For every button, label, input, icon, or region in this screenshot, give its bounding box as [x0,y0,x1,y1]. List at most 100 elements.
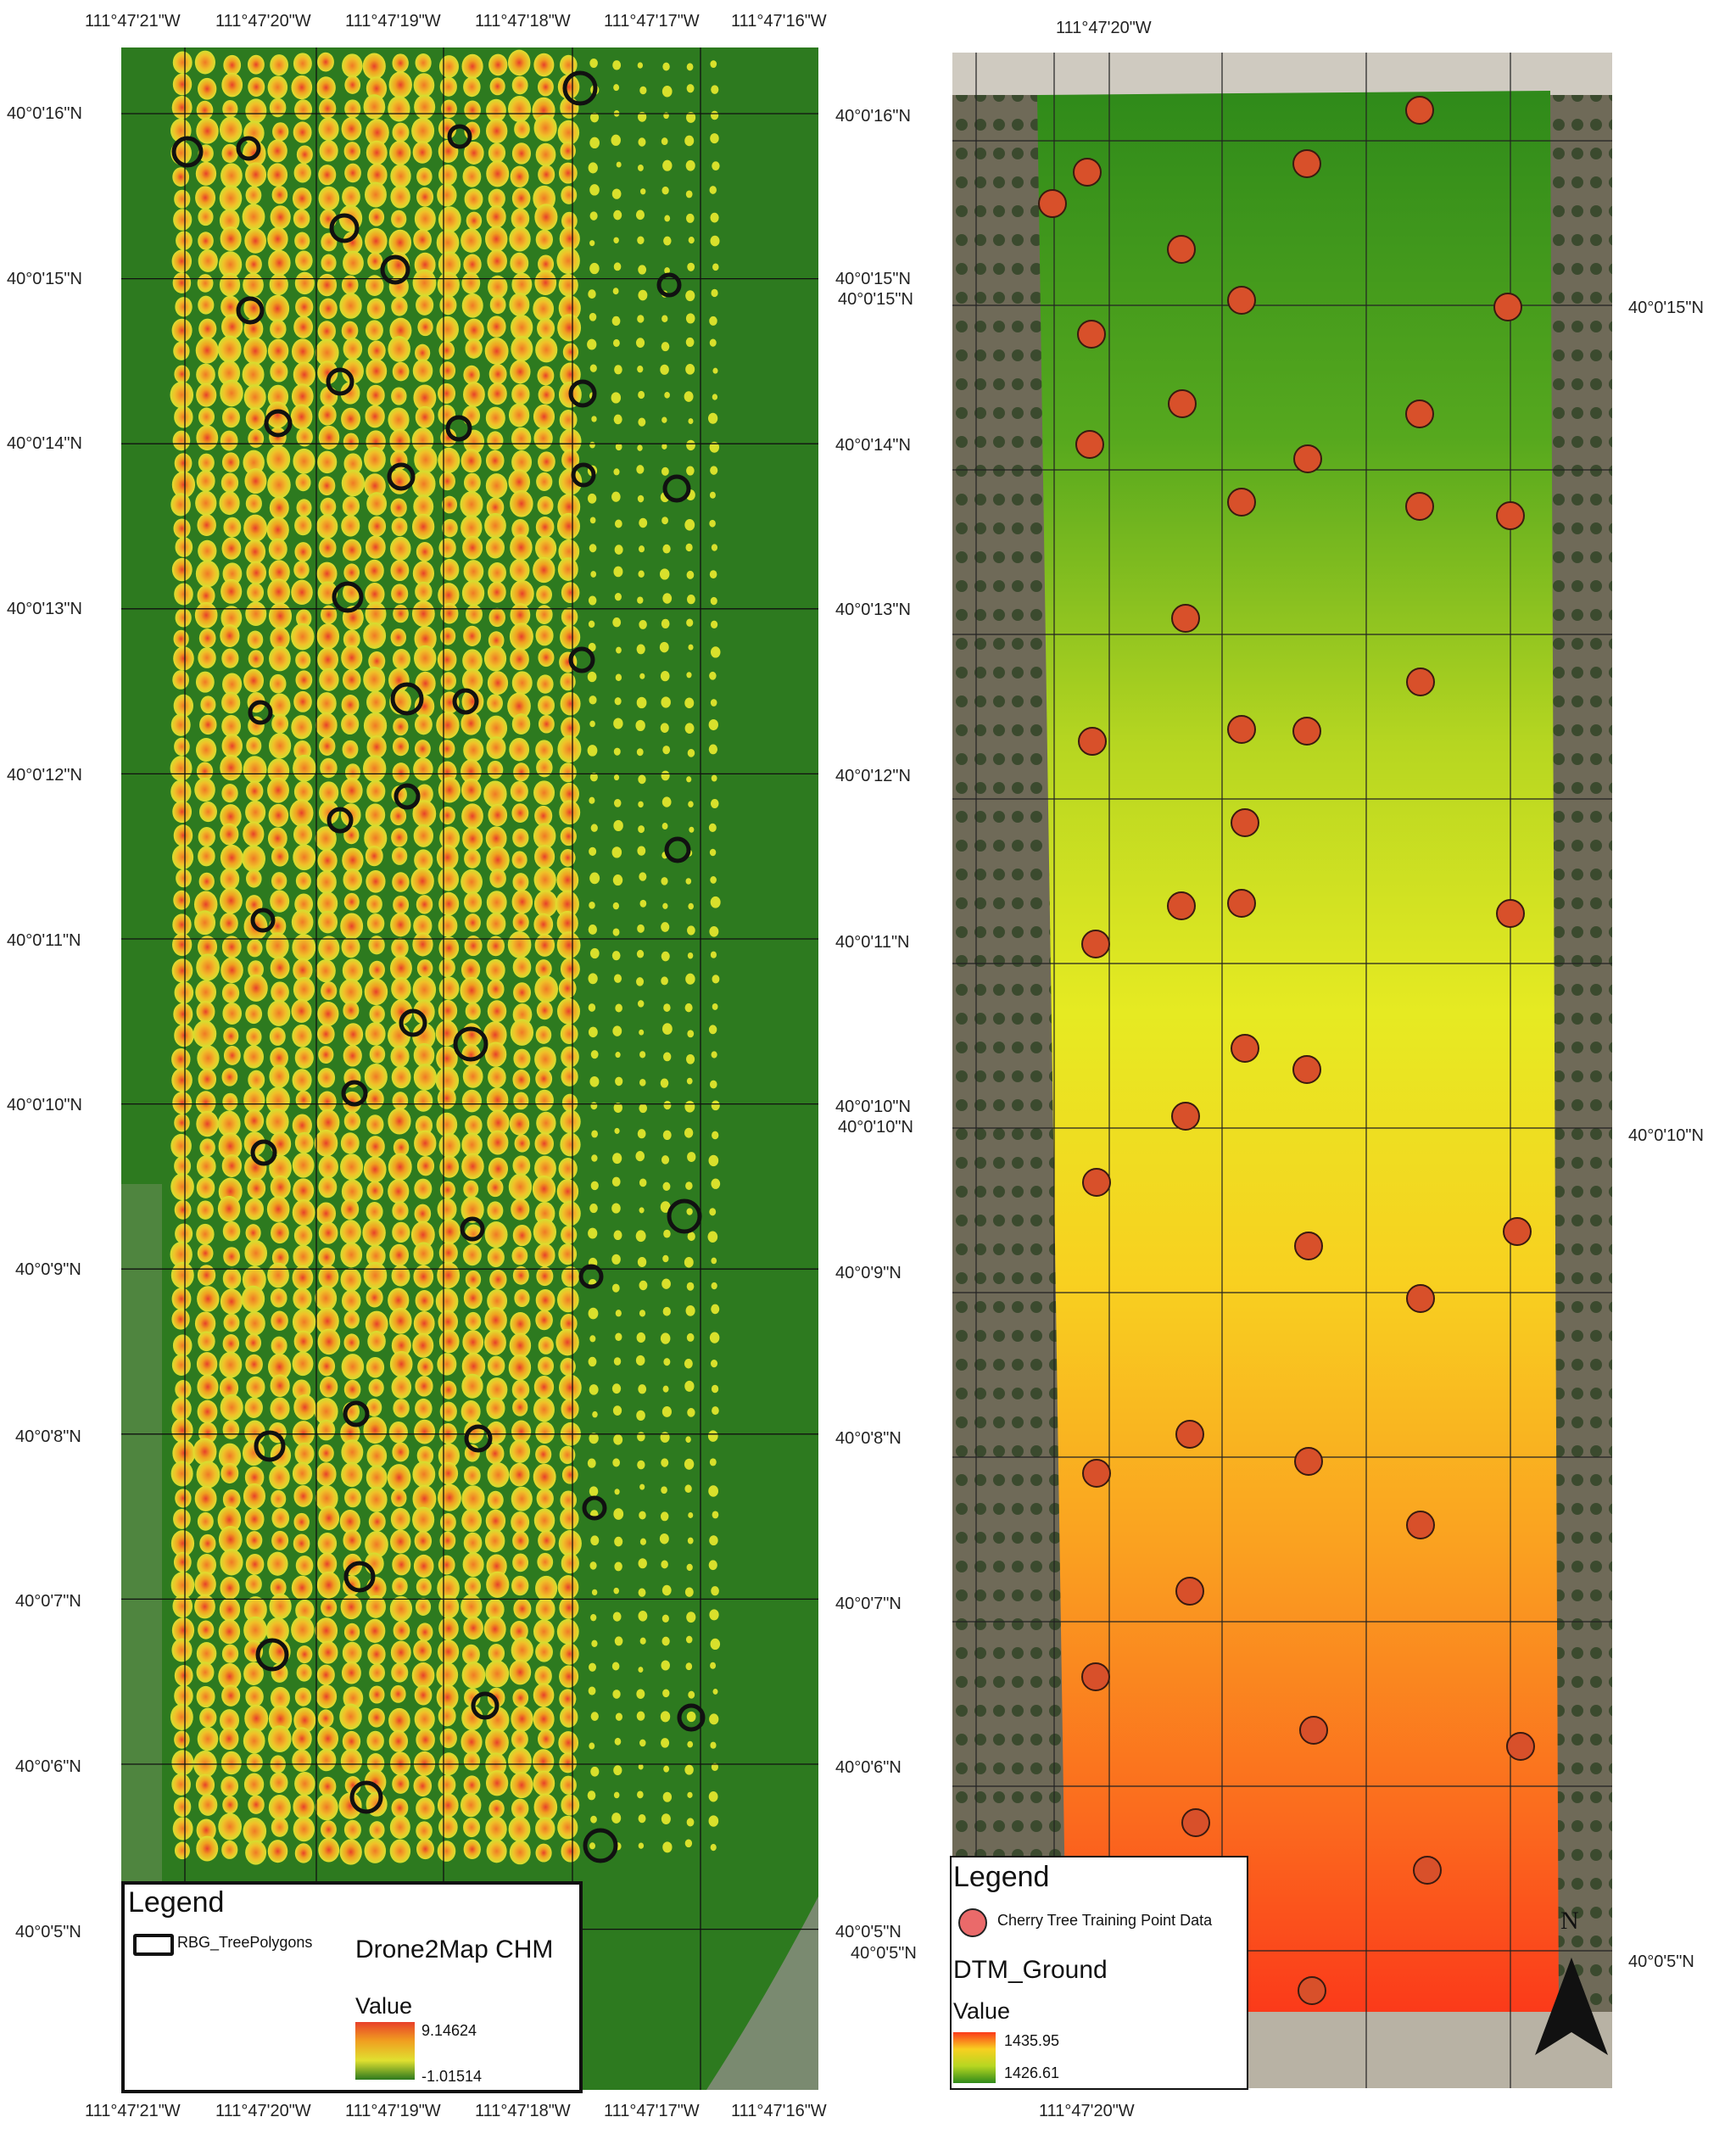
training-point[interactable] [1227,286,1256,315]
tree-crown [589,1842,596,1850]
training-point[interactable] [1168,389,1197,418]
tree-polygon[interactable] [343,1400,370,1427]
tree-polygon[interactable] [656,272,682,298]
training-point[interactable] [1506,1732,1535,1761]
tree-polygon[interactable] [568,379,597,408]
canopy-height-map[interactable] [121,47,818,2090]
training-point[interactable] [1167,891,1196,920]
tree-crown [438,139,459,163]
training-point[interactable] [1081,930,1110,958]
training-point[interactable] [1171,604,1200,633]
training-point[interactable] [1405,96,1434,125]
tree-polygon[interactable] [571,462,596,488]
tree-polygon[interactable] [349,1780,383,1814]
tree-polygon[interactable] [460,1216,485,1242]
tree-polygon[interactable] [445,415,472,442]
tree-polygon[interactable] [662,474,691,503]
training-point[interactable] [1078,727,1107,756]
training-point[interactable] [1493,293,1522,321]
tree-polygon[interactable] [562,70,598,106]
training-point[interactable] [1292,149,1321,178]
tree-crown [342,186,360,208]
tree-polygon[interactable] [329,213,360,243]
training-point[interactable] [1075,430,1104,459]
tree-polygon[interactable] [254,1430,286,1462]
training-point[interactable] [1405,492,1434,521]
tree-polygon[interactable] [578,1264,604,1289]
tree-polygon[interactable] [343,1561,376,1593]
training-point[interactable] [1167,235,1196,264]
tree-crown [244,1109,265,1132]
tree-polygon[interactable] [171,136,204,168]
tree-polygon[interactable] [264,409,293,438]
training-point[interactable] [1503,1217,1532,1246]
training-point[interactable] [1496,899,1525,928]
tree-polygon[interactable] [250,1139,277,1166]
ground-elevation-map[interactable] [952,53,1612,2088]
tree-polygon[interactable] [568,646,595,673]
tree-polygon[interactable] [447,124,472,149]
tree-polygon[interactable] [250,908,276,933]
tree-polygon[interactable] [255,1638,289,1672]
tree-crown [318,1837,340,1863]
tree-polygon[interactable] [236,296,265,325]
training-point[interactable] [1292,717,1321,746]
tree-crown [340,913,364,940]
tree-crown [533,823,556,849]
tree-polygon[interactable] [399,1008,427,1037]
tree-polygon[interactable] [380,254,410,285]
training-point[interactable] [1077,320,1106,349]
tree-polygon[interactable] [471,1691,500,1720]
training-point[interactable] [1294,1232,1323,1260]
training-point[interactable] [1496,501,1525,530]
training-point[interactable] [1081,1662,1110,1691]
tree-polygon[interactable] [452,688,479,715]
tree-polygon[interactable] [341,1080,368,1107]
training-point[interactable] [1293,444,1322,473]
training-point[interactable] [1227,715,1256,744]
training-point[interactable] [1181,1808,1210,1837]
training-point[interactable] [1405,399,1434,428]
tree-crown [536,757,553,778]
tree-polygon[interactable] [453,1026,488,1062]
training-point[interactable] [1227,488,1256,517]
training-point[interactable] [1298,1976,1326,2005]
tree-polygon[interactable] [583,1828,618,1863]
tree-polygon[interactable] [464,1424,493,1453]
training-point[interactable] [1299,1716,1328,1745]
tree-crown [639,1207,645,1214]
training-point[interactable] [1082,1459,1111,1488]
tree-polygon[interactable] [390,682,424,716]
training-point[interactable] [1292,1055,1321,1084]
training-point[interactable] [1227,889,1256,918]
tree-polygon[interactable] [236,136,261,161]
training-point[interactable] [1406,1511,1435,1539]
training-point[interactable] [1231,1034,1259,1063]
training-point[interactable] [1294,1447,1323,1476]
tree-polygon[interactable] [332,581,364,613]
tree-crown [292,1199,315,1226]
training-point[interactable] [1231,808,1259,837]
training-point[interactable] [1038,189,1067,218]
tree-crown [245,494,262,513]
value-label: Value [953,1998,1011,2024]
tree-polygon[interactable] [394,783,421,810]
tree-polygon[interactable] [664,836,691,863]
tree-polygon[interactable] [327,807,354,834]
tree-polygon[interactable] [387,462,416,491]
training-point[interactable] [1073,158,1102,187]
tree-crown [416,1821,433,1841]
training-point[interactable] [1413,1856,1442,1885]
training-point[interactable] [1406,1284,1435,1313]
training-point[interactable] [1171,1102,1200,1131]
training-point[interactable] [1082,1168,1111,1197]
tree-polygon[interactable] [326,367,354,396]
tree-polygon[interactable] [248,700,273,725]
tree-polygon[interactable] [677,1703,706,1732]
tree-polygon[interactable] [582,1495,607,1521]
training-point[interactable] [1175,1420,1204,1449]
tree-polygon[interactable] [667,1198,702,1234]
training-point[interactable] [1175,1577,1204,1606]
training-point[interactable] [1406,668,1435,696]
tree-crown [557,314,582,342]
